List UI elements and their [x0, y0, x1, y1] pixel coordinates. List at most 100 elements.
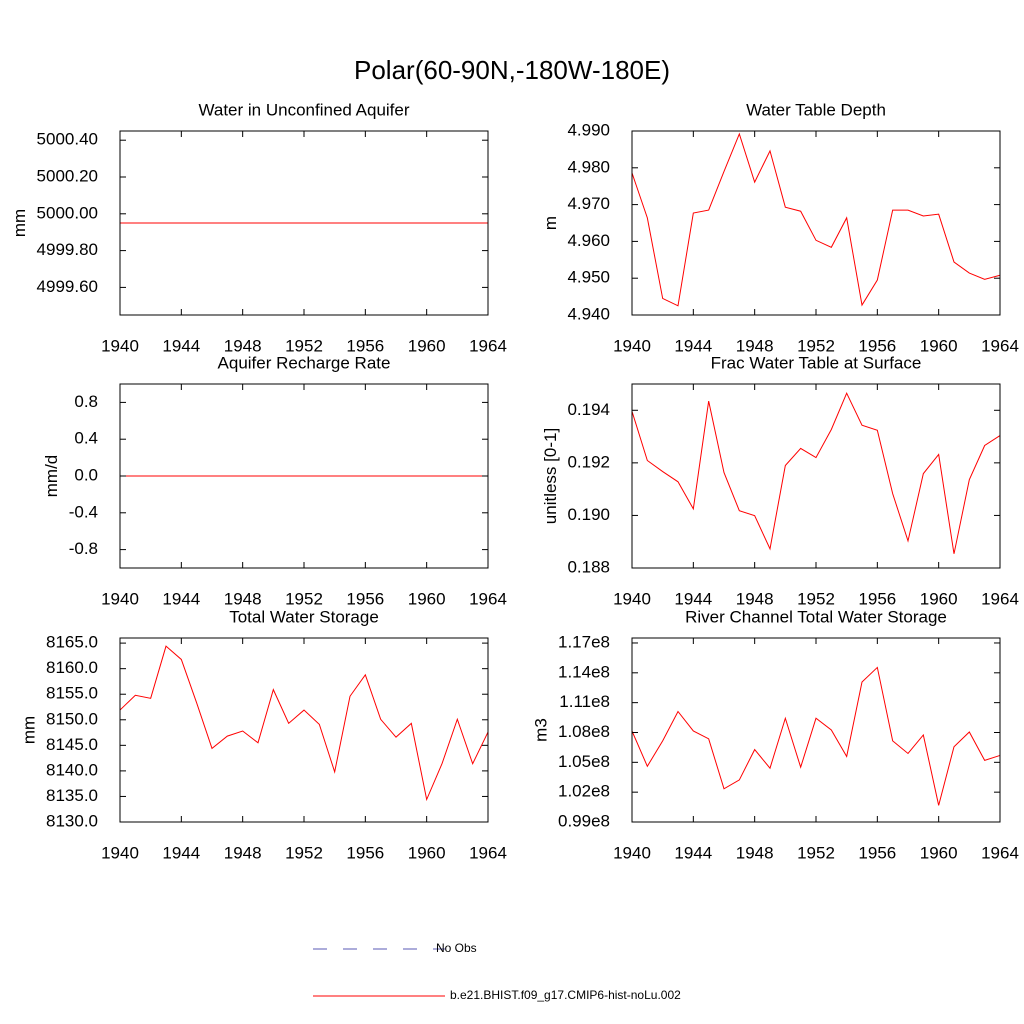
y-tick-label: 4.940 — [567, 304, 610, 323]
y-tick-label: 1.17e8 — [558, 632, 610, 651]
panel-title: Water in Unconfined Aquifer — [198, 100, 409, 119]
y-tick-label: 0.99e8 — [558, 811, 610, 830]
x-tick-label: 1964 — [981, 336, 1019, 355]
x-tick-label: 1964 — [981, 589, 1019, 608]
y-tick-label: 5000.20 — [37, 166, 98, 185]
plot-frame — [631, 130, 1001, 316]
x-tick-label: 1944 — [162, 336, 200, 355]
x-tick-label: 1948 — [736, 589, 774, 608]
x-tick-label: 1952 — [285, 589, 323, 608]
x-tick-label: 1944 — [674, 336, 712, 355]
data-line — [631, 132, 1001, 307]
y-tick-label: 0.188 — [567, 557, 610, 576]
plot-frame — [119, 637, 489, 823]
x-tick-label: 1952 — [797, 336, 835, 355]
x-tick-label: 1964 — [469, 843, 507, 862]
x-tick-label: 1956 — [858, 843, 896, 862]
panel-title: River Channel Total Water Storage — [685, 607, 947, 626]
panel-title: Frac Water Table at Surface — [711, 353, 922, 372]
legend-label: No Obs — [436, 941, 477, 955]
y-tick-label: 0.4 — [74, 429, 98, 448]
y-tick-label: 0.192 — [567, 452, 610, 471]
y-tick-label: 8150.0 — [46, 709, 98, 728]
x-tick-label: 1940 — [613, 589, 651, 608]
y-axis-label: mm — [19, 716, 38, 744]
y-axis-label: mm — [10, 209, 29, 237]
x-tick-label: 1964 — [469, 589, 507, 608]
y-tick-label: 4.970 — [567, 194, 610, 213]
x-tick-label: 1944 — [674, 589, 712, 608]
x-tick-label: 1956 — [346, 843, 384, 862]
x-tick-label: 1940 — [613, 336, 651, 355]
y-tick-label: 4.960 — [567, 231, 610, 250]
y-tick-label: 4999.80 — [37, 240, 98, 259]
data-line — [631, 391, 1001, 554]
y-tick-label: 5000.40 — [37, 130, 98, 149]
y-tick-label: 0.194 — [567, 400, 610, 419]
x-tick-label: 1940 — [613, 843, 651, 862]
y-tick-label: 4.950 — [567, 268, 610, 287]
x-tick-label: 1960 — [920, 843, 958, 862]
panel-title: Total Water Storage — [229, 607, 379, 626]
x-tick-label: 1960 — [920, 589, 958, 608]
y-tick-label: 8165.0 — [46, 633, 98, 652]
y-tick-label: 1.11e8 — [559, 692, 610, 711]
y-tick-label: 8145.0 — [46, 735, 98, 754]
panel-title: Aquifer Recharge Rate — [218, 353, 391, 372]
y-axis-label: m — [541, 216, 560, 230]
x-tick-label: 1944 — [162, 843, 200, 862]
x-tick-label: 1948 — [224, 589, 262, 608]
x-tick-label: 1960 — [408, 336, 446, 355]
y-axis-label: unitless [0-1] — [541, 428, 560, 524]
y-tick-label: 4.980 — [567, 157, 610, 176]
legend-label: b.e21.BHIST.f09_g17.CMIP6-hist-noLu.002 — [450, 988, 681, 1002]
x-tick-label: 1960 — [920, 336, 958, 355]
y-axis-label: m3 — [531, 718, 550, 742]
y-tick-label: 4.990 — [567, 120, 610, 139]
y-tick-label: 8155.0 — [46, 684, 98, 703]
x-tick-label: 1960 — [408, 843, 446, 862]
x-tick-label: 1960 — [408, 589, 446, 608]
panel-title: Water Table Depth — [746, 100, 886, 119]
x-tick-label: 1964 — [981, 843, 1019, 862]
plot-frame — [631, 637, 1001, 823]
x-tick-label: 1940 — [101, 336, 139, 355]
y-tick-label: 8135.0 — [46, 786, 98, 805]
y-tick-label: -0.4 — [69, 502, 98, 521]
y-tick-label: 0.8 — [74, 392, 98, 411]
y-tick-label: -0.8 — [69, 539, 98, 558]
plot-frame — [631, 383, 1001, 569]
x-tick-label: 1952 — [797, 589, 835, 608]
y-tick-label: 1.14e8 — [558, 662, 610, 681]
x-tick-label: 1964 — [469, 336, 507, 355]
x-tick-label: 1956 — [858, 589, 896, 608]
figure-title: Polar(60-90N,-180W-180E) — [354, 55, 670, 85]
y-tick-label: 0.0 — [74, 465, 98, 484]
y-axis-label: mm/d — [42, 455, 61, 498]
x-tick-label: 1948 — [736, 843, 774, 862]
data-line — [119, 645, 489, 802]
x-tick-label: 1956 — [346, 336, 384, 355]
y-tick-label: 1.05e8 — [558, 752, 610, 771]
y-tick-label: 0.190 — [567, 505, 610, 524]
data-line — [631, 666, 1001, 806]
x-tick-label: 1952 — [285, 843, 323, 862]
x-tick-label: 1940 — [101, 589, 139, 608]
x-tick-label: 1948 — [224, 336, 262, 355]
x-tick-label: 1948 — [736, 336, 774, 355]
y-tick-label: 1.08e8 — [558, 722, 610, 741]
x-tick-label: 1944 — [162, 589, 200, 608]
x-tick-label: 1956 — [858, 336, 896, 355]
y-tick-label: 4999.60 — [37, 277, 98, 296]
y-tick-label: 8130.0 — [46, 811, 98, 830]
x-tick-label: 1948 — [224, 843, 262, 862]
x-tick-label: 1952 — [285, 336, 323, 355]
y-tick-label: 8160.0 — [46, 658, 98, 677]
y-tick-label: 1.02e8 — [558, 782, 610, 801]
y-tick-label: 5000.00 — [37, 203, 98, 222]
y-tick-label: 8140.0 — [46, 760, 98, 779]
x-tick-label: 1952 — [797, 843, 835, 862]
